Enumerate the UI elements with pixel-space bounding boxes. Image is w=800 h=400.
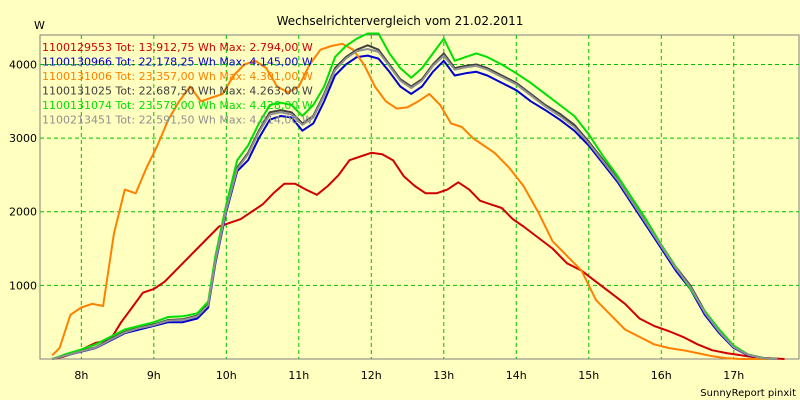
- y-tick-label-0: 1000: [9, 279, 37, 292]
- y-axis-label: W: [34, 19, 45, 32]
- legend-entry-1: 1100130966 Tot: 22.178,25 Wh Max: 4.145,…: [42, 56, 313, 69]
- x-tick-label-1: 9h: [147, 369, 161, 382]
- series-line-1: [52, 54, 778, 360]
- series-lines: [51, 32, 785, 360]
- chart-title: Wechselrichtervergleich vom 21.02.2011: [277, 14, 524, 28]
- series-line-5: [52, 48, 778, 360]
- y-tick-label-3: 4000: [9, 58, 37, 71]
- x-tick-label-5: 13h: [433, 369, 454, 382]
- x-tick-labels: 8h 9h 10h 11h 12h 13h 14h 15h 16h 17h: [74, 369, 744, 382]
- legend-entry-5: 1100213451 Tot: 22.591,50 Wh Max: 4.214,…: [42, 114, 313, 127]
- x-tick-label-4: 12h: [361, 369, 382, 382]
- legend-entry-0: 1100129553 Tot: 13.912,75 Wh Max: 2.794,…: [42, 41, 313, 54]
- grid: [40, 35, 799, 359]
- x-tick-label-0: 8h: [74, 369, 88, 382]
- x-tick-label-6: 14h: [506, 369, 527, 382]
- x-tick-label-9: 17h: [723, 369, 744, 382]
- series-line-4: [51, 32, 778, 360]
- plot-frame: [39, 34, 800, 360]
- legend-entry-4: 1100131074 Tot: 23.578,00 Wh Max: 4.428,…: [42, 99, 313, 112]
- y-tick-label-1: 2000: [9, 206, 37, 219]
- legend-entry-2: 1100131006 Tot: 23.357,00 Wh Max: 4.301,…: [42, 70, 313, 83]
- y-tick-label-2: 3000: [9, 132, 37, 145]
- series-line-0: [52, 151, 785, 360]
- x-tick-label-7: 15h: [578, 369, 599, 382]
- series-line-2: [51, 42, 770, 360]
- legend: 1100129553 Tot: 13.912,75 Wh Max: 2.794,…: [42, 41, 313, 127]
- y-tick-labels: 1000 2000 3000 4000: [9, 58, 37, 292]
- x-tick-label-3: 11h: [288, 369, 309, 382]
- x-tick-label-8: 16h: [651, 369, 672, 382]
- x-tick-label-2: 10h: [216, 369, 237, 382]
- legend-entry-3: 1100131025 Tot: 22.687,50 Wh Max: 4.263,…: [42, 85, 313, 98]
- footer-credit: SunnyReport pinxit: [700, 388, 796, 399]
